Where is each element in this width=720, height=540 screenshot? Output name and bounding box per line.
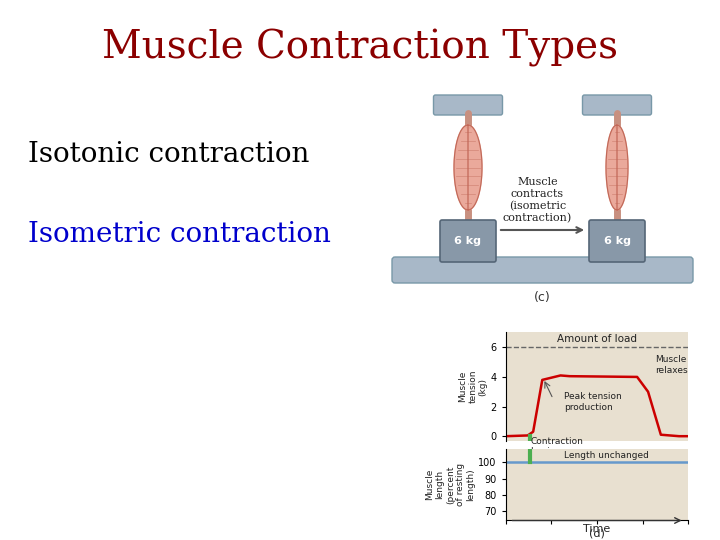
Text: Muscle
relaxes: Muscle relaxes	[655, 355, 688, 375]
Text: 6 kg: 6 kg	[603, 236, 631, 246]
Polygon shape	[454, 125, 482, 210]
Text: Peak tension
production: Peak tension production	[564, 393, 622, 412]
Text: Length unchanged: Length unchanged	[564, 451, 649, 460]
FancyBboxPatch shape	[433, 95, 503, 115]
Text: (d): (d)	[589, 529, 605, 539]
Text: (c): (c)	[534, 291, 551, 303]
Polygon shape	[606, 125, 628, 210]
FancyBboxPatch shape	[589, 220, 645, 262]
Text: Isometric contraction: Isometric contraction	[28, 221, 331, 248]
FancyBboxPatch shape	[392, 257, 693, 283]
Text: Muscle Contraction Types: Muscle Contraction Types	[102, 29, 618, 67]
Text: Isotonic contraction: Isotonic contraction	[28, 141, 310, 168]
Y-axis label: Muscle
tension
(kg): Muscle tension (kg)	[458, 370, 487, 403]
Text: 6 kg: 6 kg	[454, 236, 482, 246]
FancyBboxPatch shape	[582, 95, 652, 115]
Text: Amount of load: Amount of load	[557, 334, 637, 343]
Text: Muscle
contracts
(isometric
contraction): Muscle contracts (isometric contraction)	[503, 177, 572, 223]
Text: Time: Time	[583, 524, 611, 534]
Text: Contraction
begins: Contraction begins	[531, 437, 583, 456]
Y-axis label: Muscle
length
(percent
of resting
length): Muscle length (percent of resting length…	[425, 463, 476, 506]
FancyBboxPatch shape	[440, 220, 496, 262]
